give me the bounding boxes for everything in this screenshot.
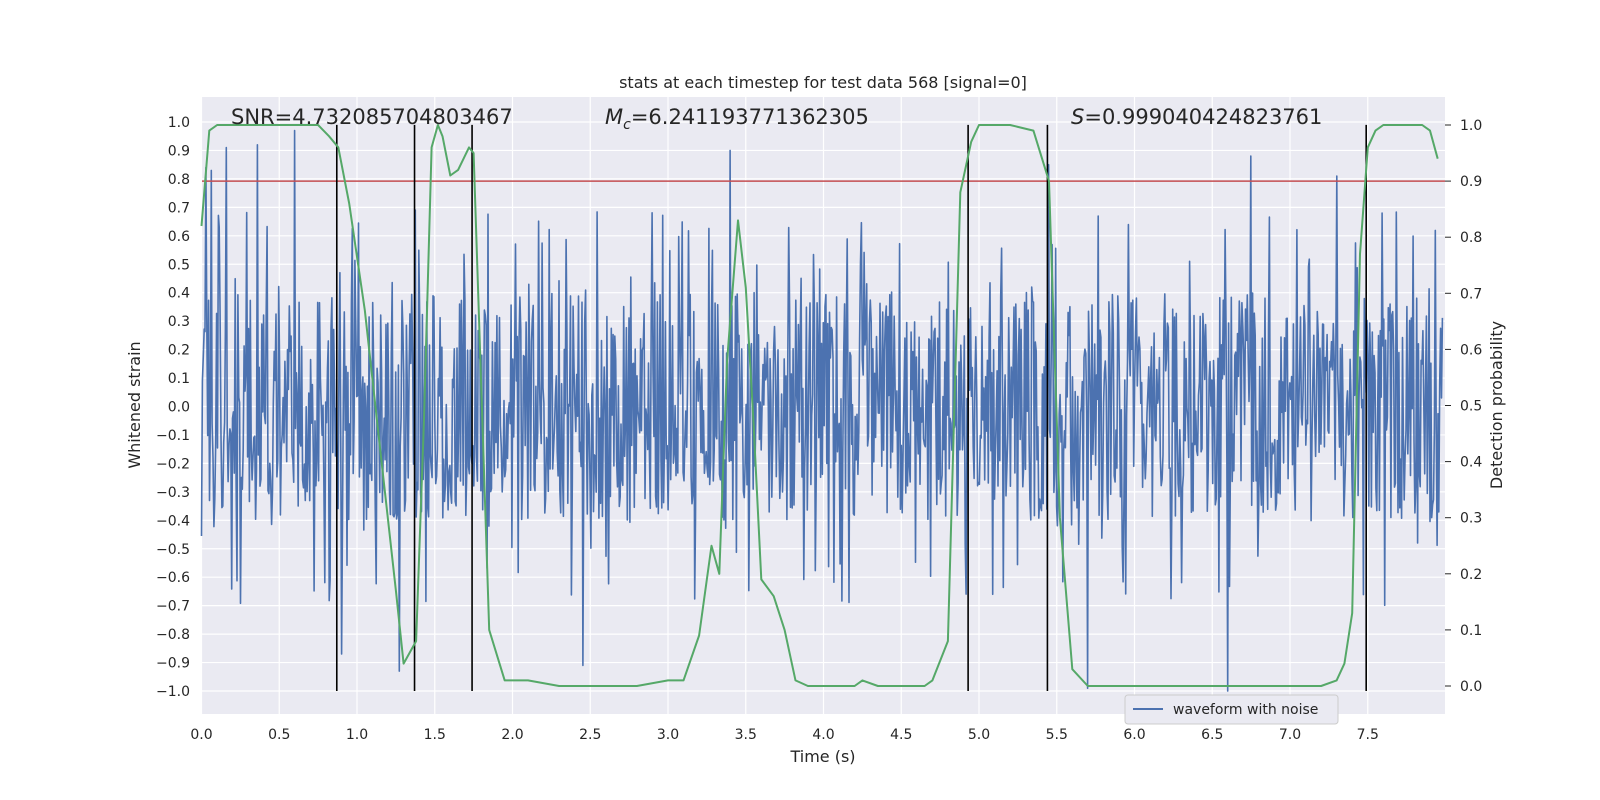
x-tick-label: 7.0 bbox=[1279, 727, 1301, 743]
x-tick-label: 0.5 bbox=[268, 727, 290, 743]
y-left-tick-label: 0.9 bbox=[168, 143, 190, 159]
y-left-tick-label: 0.3 bbox=[168, 314, 190, 330]
x-tick-label: 3.0 bbox=[657, 727, 679, 743]
legend-box bbox=[1124, 694, 1339, 725]
y-left-tick-label: −0.8 bbox=[156, 627, 190, 643]
y-right-tick-label: 0.9 bbox=[1460, 174, 1482, 190]
x-tick-label: 7.5 bbox=[1357, 727, 1379, 743]
probability-line bbox=[200, 124, 1439, 687]
y-left-tick-label: −0.6 bbox=[156, 570, 190, 586]
vertical-markers bbox=[335, 124, 1367, 691]
strain-line bbox=[200, 129, 1444, 692]
y-right-tick-label: 0.5 bbox=[1460, 399, 1482, 415]
y-right-tick-label: 0.4 bbox=[1460, 455, 1482, 471]
y-left-tick-label: −0.2 bbox=[156, 456, 190, 472]
chirp-mass-annotation: Mc=6.241193771362305 bbox=[605, 105, 869, 133]
y-left-tick-label: 0.4 bbox=[168, 286, 190, 302]
snr-annotation: SNR=4.732085704803467 bbox=[231, 105, 513, 129]
spin-annotation: S=0.999040424823761 bbox=[1071, 105, 1322, 129]
x-tick-label: 5.5 bbox=[1046, 727, 1068, 743]
y-right-tick-label: 0.6 bbox=[1460, 342, 1482, 358]
y-left-tick-label: 0.2 bbox=[168, 343, 190, 359]
y-left-tick-label: 0.6 bbox=[168, 229, 190, 245]
x-tick-label: 6.0 bbox=[1123, 727, 1145, 743]
x-tick-label: 4.5 bbox=[890, 727, 912, 743]
x-tick-label: 2.5 bbox=[579, 727, 601, 743]
y-left-tick-label: −0.4 bbox=[156, 513, 190, 529]
x-tick-label: 2.0 bbox=[501, 727, 523, 743]
x-tick-label: 6.5 bbox=[1201, 727, 1223, 743]
legend: waveform with noise bbox=[1124, 694, 1339, 725]
y-left-tick-label: −0.9 bbox=[156, 656, 190, 672]
x-axis-label: Time (s) bbox=[789, 747, 855, 766]
x-tick-label: 5.0 bbox=[968, 727, 990, 743]
spin-symbol: S bbox=[1071, 105, 1084, 129]
y-left-tick-label: −1.0 bbox=[156, 684, 190, 700]
y-left-tick-label: −0.7 bbox=[156, 599, 190, 615]
y-left-axis-label: Whitened strain bbox=[125, 341, 144, 468]
y-right-axis-ticks: 0.0 0.1 0.2 0.3 0.4 0.5 0.6 0.7 0.8 0.9 1.0 bbox=[1445, 118, 1482, 695]
chirp-mass-subscript: c bbox=[623, 117, 631, 133]
y-right-tick-label: 0.7 bbox=[1460, 286, 1482, 302]
y-left-tick-label: 0.0 bbox=[168, 400, 190, 416]
y-left-tick-label: 1.0 bbox=[168, 115, 190, 131]
y-right-tick-label: 0.8 bbox=[1460, 230, 1482, 246]
y-left-tick-label: −0.1 bbox=[156, 428, 190, 444]
strain-series bbox=[200, 129, 1444, 692]
x-tick-label: 3.5 bbox=[735, 727, 757, 743]
y-right-tick-label: 0.3 bbox=[1460, 511, 1482, 527]
y-left-tick-label: −0.5 bbox=[156, 542, 190, 558]
y-right-tick-label: 1.0 bbox=[1460, 118, 1482, 134]
legend-label: waveform with noise bbox=[1173, 702, 1318, 718]
y-left-axis-ticks: −1.0 −0.9 −0.8 −0.7 −0.6 −0.5 −0.4 −0.3 −0.2 −0.1… bbox=[156, 115, 190, 700]
y-left-tick-label: 0.8 bbox=[168, 172, 190, 188]
x-tick-label: 1.0 bbox=[346, 727, 368, 743]
probability-series bbox=[200, 124, 1439, 687]
spin-value: =0.999040424823761 bbox=[1084, 105, 1322, 129]
y-right-tick-label: 0.1 bbox=[1460, 623, 1482, 639]
y-left-tick-label: 0.1 bbox=[168, 371, 190, 387]
y-right-tick-label: 0.2 bbox=[1460, 567, 1482, 583]
x-tick-label: 1.5 bbox=[424, 727, 446, 743]
x-tick-label: 0.0 bbox=[190, 727, 212, 743]
y-left-tick-label: −0.3 bbox=[156, 485, 190, 501]
y-right-tick-label: 0.0 bbox=[1460, 679, 1482, 695]
x-axis-ticks: 0.0 0.5 1.0 1.5 2.0 2.5 3.0 3.5 4.0 4.5 5.0 5.5 6.0 6… bbox=[190, 727, 1379, 743]
x-tick-label: 4.0 bbox=[812, 727, 834, 743]
chirp-mass-symbol: M bbox=[605, 105, 623, 129]
y-left-tick-label: 0.7 bbox=[168, 200, 190, 216]
chirp-mass-value: =6.241193771362305 bbox=[631, 105, 869, 129]
grid bbox=[200, 97, 1445, 714]
chart-title: stats at each timestep for test data 568… bbox=[619, 73, 1027, 92]
y-right-axis-label: Detection probability bbox=[1487, 321, 1506, 489]
y-left-tick-label: 0.5 bbox=[168, 257, 190, 273]
